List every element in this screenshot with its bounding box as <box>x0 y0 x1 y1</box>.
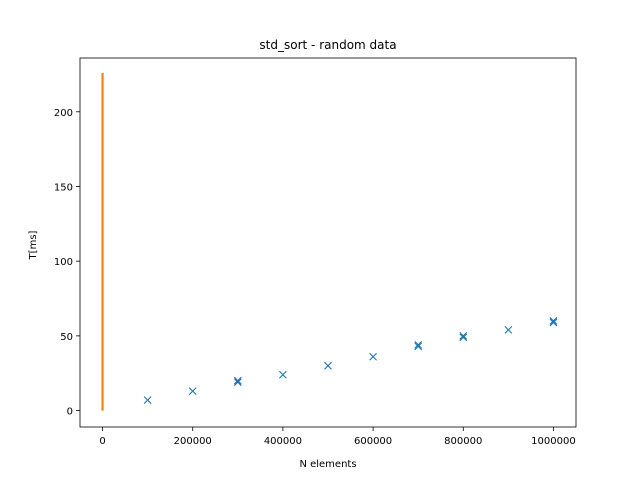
data-point <box>414 340 423 349</box>
y-tick-label: 100 <box>54 257 73 268</box>
data-point <box>504 326 513 334</box>
x-tick-label: 600000 <box>354 436 392 447</box>
data-point <box>233 376 242 385</box>
y-tick-label: 0 <box>67 407 73 418</box>
data-point <box>459 331 468 340</box>
data-point <box>143 396 152 404</box>
plot-area: 0 200000 400000 600000 800000 1000000 0 50 100 15… <box>54 57 577 447</box>
data-point <box>549 317 558 325</box>
data-point <box>369 352 377 361</box>
x-tick-label: 200000 <box>174 436 212 447</box>
data-point <box>549 318 558 327</box>
data-point <box>279 370 287 379</box>
data-point <box>188 387 197 396</box>
y-tick-label: 150 <box>54 182 73 193</box>
x-axis-label: N elements <box>299 459 356 470</box>
data-point <box>459 333 468 342</box>
x-tick-label: 800000 <box>444 436 482 447</box>
data-point <box>414 342 423 351</box>
x-tick-label: 0 <box>99 436 105 447</box>
x-tick-label: 400000 <box>264 436 302 447</box>
data-point <box>233 378 242 387</box>
y-tick-label: 200 <box>54 108 73 119</box>
x-tick-label: 1000000 <box>531 436 576 447</box>
data-point <box>324 361 332 370</box>
axes-frame <box>79 57 577 428</box>
chart-title: std_sort - random data <box>259 38 396 52</box>
y-tick-label: 50 <box>60 332 73 343</box>
y-axis-label: T[ms] <box>28 230 39 260</box>
